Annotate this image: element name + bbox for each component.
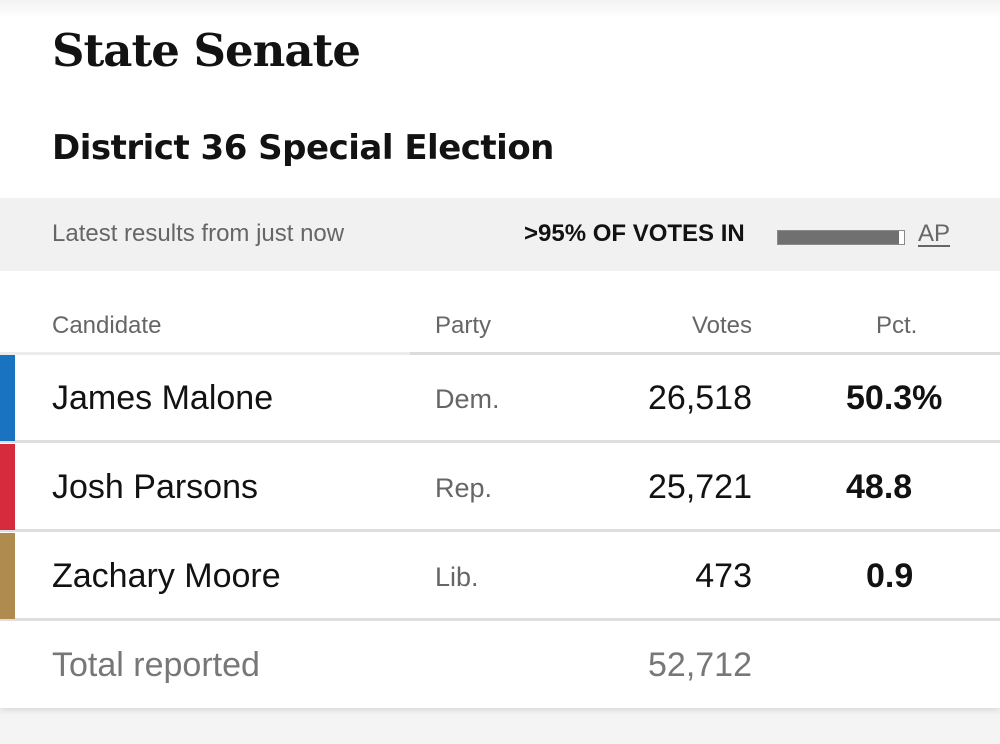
candidate-pct: 48.8 <box>846 468 913 506</box>
candidate-name: James Malone <box>52 379 274 417</box>
total-votes: 52,712 <box>648 646 752 684</box>
candidate-votes: 25,721 <box>648 468 752 506</box>
reporting-progress-fill <box>778 231 899 244</box>
votes-reporting-text: >95% OF VOTES IN <box>524 220 745 247</box>
column-pct: Pct. <box>876 312 918 339</box>
source-link[interactable]: AP <box>918 220 951 247</box>
candidate-pct: 0.9 <box>866 557 914 595</box>
candidate-pct: 50.3% <box>846 379 943 417</box>
race-title: District 36 Special Election <box>52 128 554 168</box>
status-bar: Latest results from just now >95% OF VOT… <box>0 198 1000 271</box>
party-color-bar <box>0 355 15 441</box>
table-row: James Malone Dem. 26,518 50.3% <box>0 355 1000 443</box>
results-card: State Senate District 36 Special Electio… <box>0 0 1000 708</box>
total-row: Total reported 52,712 <box>0 622 1000 708</box>
latest-results-text: Latest results from just now <box>52 220 345 247</box>
candidate-name: Josh Parsons <box>52 468 258 506</box>
header-divider <box>0 352 1000 355</box>
candidate-votes: 473 <box>695 557 752 595</box>
party-color-bar <box>0 444 15 530</box>
column-party: Party <box>435 312 492 339</box>
reporting-progress-bar <box>777 230 905 245</box>
page-title: State Senate <box>52 24 361 77</box>
table-row: Zachary Moore Lib. 473 0.9 <box>0 533 1000 621</box>
table-header: Candidate Party Votes Pct. <box>0 306 1000 354</box>
top-shade <box>0 0 1000 18</box>
candidate-party: Lib. <box>435 562 479 592</box>
candidate-party: Rep. <box>435 473 493 503</box>
table-row: Josh Parsons Rep. 25,721 48.8 <box>0 444 1000 532</box>
candidate-name: Zachary Moore <box>52 557 281 595</box>
candidate-party: Dem. <box>435 384 500 414</box>
column-votes: Votes <box>691 312 752 339</box>
total-label: Total reported <box>52 646 260 684</box>
party-color-bar <box>0 533 15 619</box>
candidate-votes: 26,518 <box>648 379 752 417</box>
column-candidate: Candidate <box>52 312 162 339</box>
